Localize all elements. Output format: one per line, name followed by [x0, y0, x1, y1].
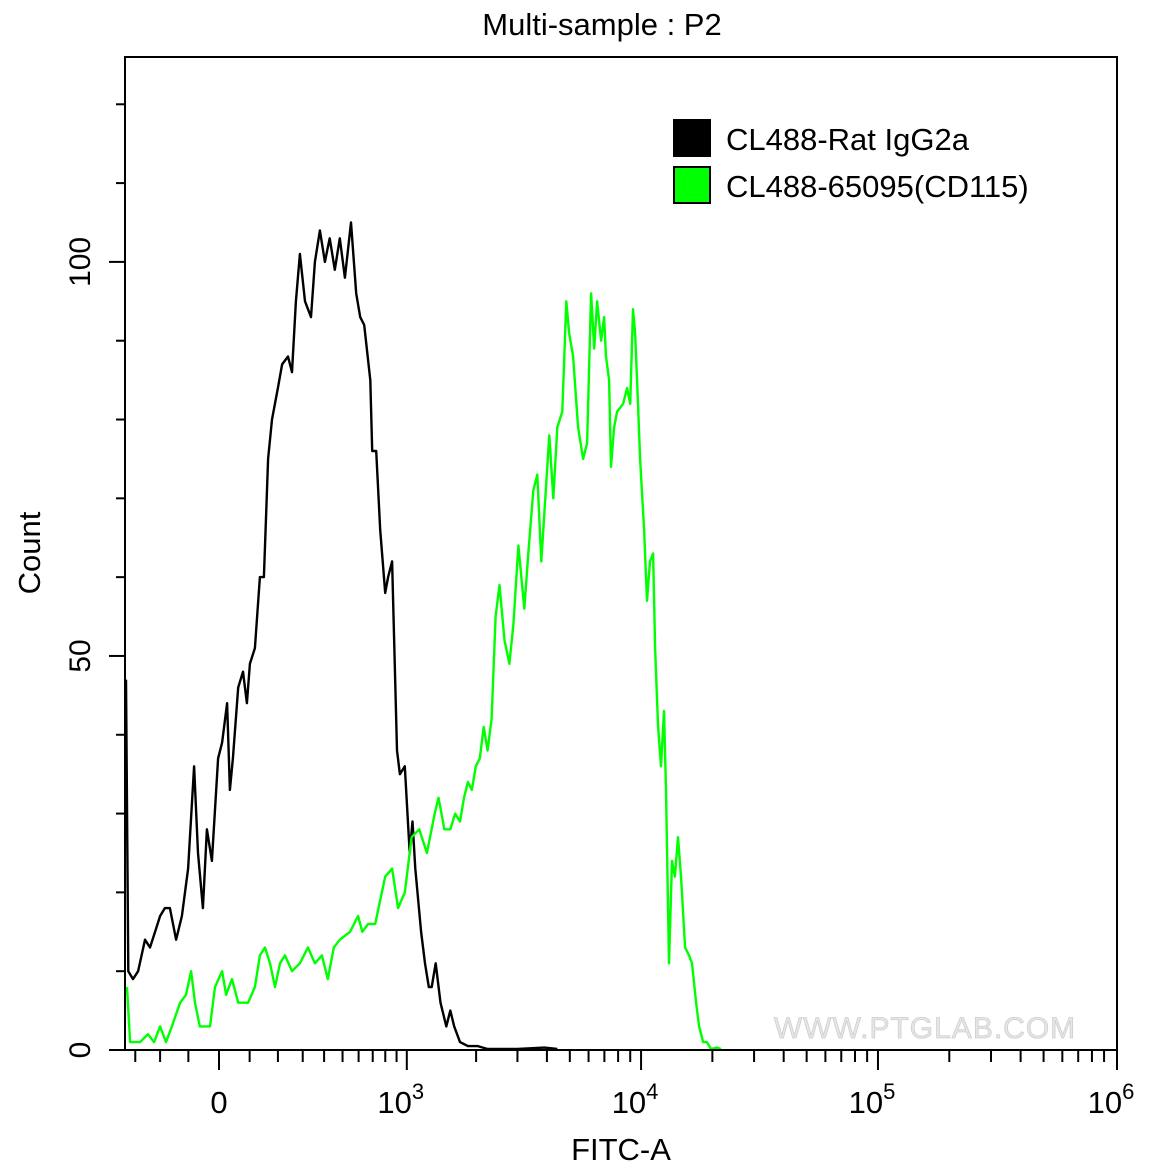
legend: CL488-Rat IgG2a CL488-65095(CD115): [673, 119, 1029, 204]
y-tick-label: 100: [64, 237, 97, 287]
x-tick-base: 10: [377, 1085, 411, 1120]
x-tick-base: 10: [849, 1085, 883, 1120]
watermark: WWW.PTGLAB.COM: [774, 1012, 1076, 1045]
legend-swatch: [673, 119, 711, 157]
y-tick-label: 0: [64, 1042, 97, 1059]
legend-swatch: [673, 166, 711, 204]
x-tick-exponent: 5: [883, 1079, 895, 1104]
x-tick-exponent: 3: [412, 1079, 424, 1104]
y-axis-label: Count: [12, 511, 47, 594]
legend-label: CL488-Rat IgG2a: [726, 122, 970, 157]
chart-title: Multi-sample : P2: [482, 7, 721, 42]
x-tick-base: 0: [210, 1085, 227, 1120]
x-tick-label: 104: [612, 1079, 659, 1120]
x-tick-label: 106: [1088, 1079, 1135, 1120]
series-layer: [124, 221, 722, 1051]
y-tick-label: 50: [64, 639, 97, 672]
x-tick-exponent: 4: [646, 1079, 658, 1104]
x-tick-label: 103: [377, 1079, 424, 1120]
x-axis-label: FITC-A: [571, 1132, 671, 1167]
plot-frame: [124, 56, 1118, 1051]
series-line-0: [124, 221, 558, 1051]
x-tick-label: 105: [849, 1079, 896, 1120]
x-tick-label: 0: [210, 1085, 227, 1120]
legend-label: CL488-65095(CD115): [726, 169, 1029, 204]
x-tick-exponent: 6: [1122, 1079, 1134, 1104]
series-line-1: [125, 292, 722, 1051]
x-tick-base: 10: [612, 1085, 646, 1120]
x-tick-base: 10: [1088, 1085, 1122, 1120]
